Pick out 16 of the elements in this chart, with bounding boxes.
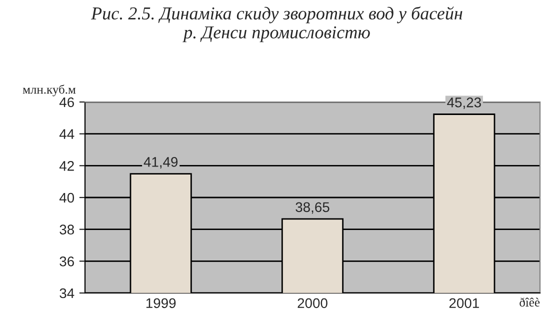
x-tick-label: 2001 <box>449 298 479 308</box>
y-tick-label: 46 <box>59 97 74 108</box>
y-tick-label: 36 <box>60 256 74 266</box>
x-tick-label: 2000 <box>298 298 328 308</box>
y-tick-label: 44 <box>59 129 74 139</box>
y-tick-label: 34 <box>60 288 74 298</box>
data-label: 38,65 <box>296 202 330 214</box>
y-tick-label: 40 <box>59 192 74 203</box>
y-tick-label: 38 <box>60 224 74 235</box>
chart-title: Рис. 2.5. Динаміка скиду зворотних вод у басейн р. Денси промисловістю <box>90 6 462 42</box>
data-label: 41,49 <box>144 157 178 169</box>
y-tick-label: 42 <box>59 161 74 171</box>
data-label: 45,23 <box>447 98 481 109</box>
x-tick-label: 1999 <box>146 298 176 308</box>
x-axis-title: ðîêè <box>520 298 540 307</box>
y-axis-title: млн.куб.м <box>22 84 76 96</box>
